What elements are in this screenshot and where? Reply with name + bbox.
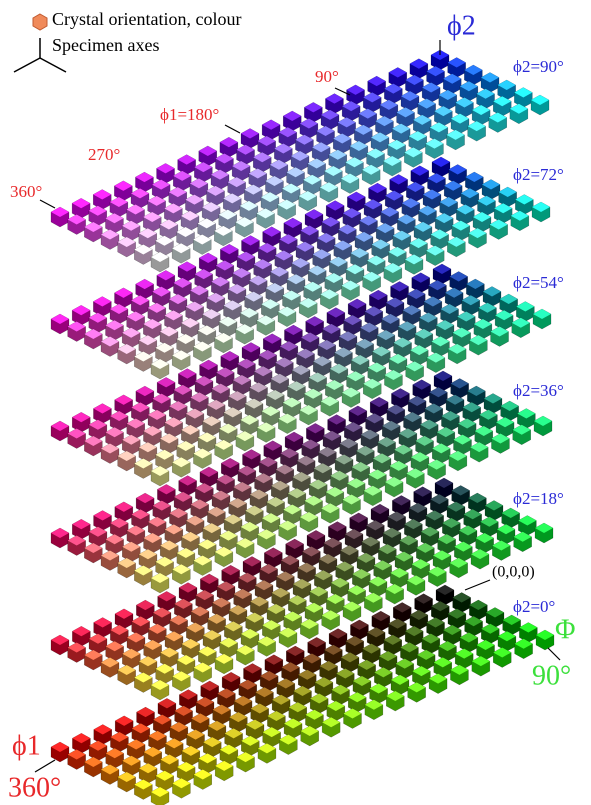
figure: Crystal orientation, colour Specimen axe… (0, 0, 591, 805)
layer-label: ϕ2=72° (513, 165, 564, 184)
legend-cube-icon (33, 14, 47, 30)
phi1-360: 360° (8, 772, 61, 803)
phi2-label: ϕ2 (447, 10, 476, 41)
phi1-label: ϕ1 (12, 730, 41, 761)
Phi-90: 90° (532, 660, 571, 691)
origin-label: (0,0,0) (492, 564, 535, 581)
phi1-360-top: 360° (10, 182, 42, 201)
layer-label: ϕ2=90° (513, 57, 564, 76)
layer-label: ϕ2=54° (513, 273, 564, 292)
layer-label: ϕ2=0° (513, 597, 555, 616)
legend-orientation: Crystal orientation, colour (52, 9, 241, 29)
phi1-270: 270° (88, 145, 120, 164)
orientation-grid (51, 50, 554, 805)
layer-label: ϕ2=36° (513, 381, 564, 400)
phi1-90: 90° (315, 67, 339, 86)
phi1-180: ϕ1=180° (160, 105, 219, 124)
Phi-label: Φ (555, 614, 575, 645)
legend-axes: Specimen axes (52, 35, 159, 55)
layer-label: ϕ2=18° (513, 489, 564, 508)
